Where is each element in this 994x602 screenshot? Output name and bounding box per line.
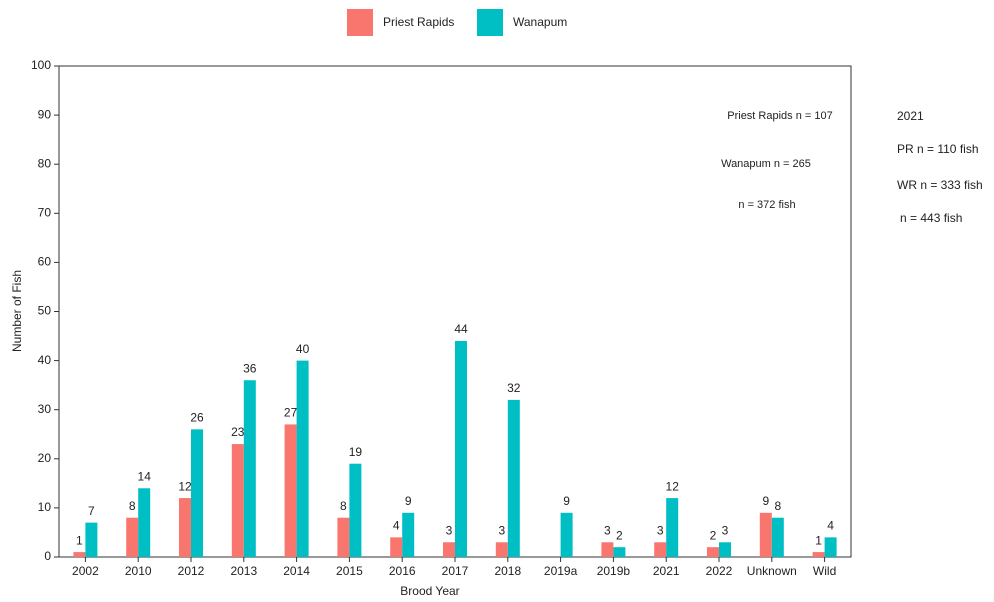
data-label: 3	[446, 523, 453, 537]
y-tick-label: 80	[38, 156, 52, 170]
data-label: 3	[657, 523, 664, 537]
data-label: 3	[604, 523, 611, 537]
data-label: 27	[284, 406, 298, 420]
data-label: 7	[88, 504, 95, 518]
y-tick-label: 50	[38, 304, 52, 318]
bar	[771, 517, 784, 557]
bar	[601, 542, 614, 557]
annotation: 2021	[897, 109, 924, 123]
bar	[719, 542, 731, 557]
data-label: 8	[340, 499, 347, 513]
bar	[243, 380, 256, 557]
bar	[85, 522, 98, 557]
x-tick-label: Unknown	[747, 564, 797, 578]
bar	[666, 498, 679, 557]
x-tick-label: 2015	[336, 564, 363, 578]
data-label: 14	[138, 469, 152, 483]
data-label: 44	[454, 322, 468, 336]
x-tick-label: Wild	[813, 564, 836, 578]
legend-swatch	[477, 9, 503, 36]
data-label: 8	[129, 499, 136, 513]
annotation: WR n = 333 fish	[897, 178, 983, 192]
bar	[495, 542, 508, 557]
annotation: n = 443 fish	[900, 211, 962, 225]
x-axis-label: Brood Year	[400, 584, 459, 598]
data-label: 3	[498, 523, 505, 537]
bar	[138, 488, 151, 557]
data-label: 4	[393, 519, 400, 533]
legend-label: Wanapum	[513, 15, 567, 29]
y-tick-label: 70	[38, 205, 52, 219]
y-tick-label: 60	[38, 255, 52, 269]
bar	[284, 424, 297, 557]
y-tick-label: 0	[44, 549, 51, 563]
x-tick-label: 2014	[283, 564, 310, 578]
bar	[812, 552, 825, 557]
data-label: 36	[243, 361, 257, 375]
annotation: n = 372 fish	[738, 199, 795, 211]
data-label: 4	[827, 519, 834, 533]
bar	[191, 429, 203, 557]
x-tick-label: 2021	[653, 564, 680, 578]
bar	[654, 542, 667, 557]
bar	[231, 444, 244, 557]
bar	[73, 552, 86, 557]
x-tick-label: 2012	[178, 564, 205, 578]
data-label: 9	[405, 494, 412, 508]
x-tick-label: 2022	[706, 564, 733, 578]
bar	[337, 517, 350, 557]
y-tick-label: 100	[31, 58, 51, 72]
y-tick-label: 40	[38, 353, 52, 367]
y-axis-label: Number of Fish	[10, 270, 24, 352]
bar	[507, 399, 520, 557]
bar	[390, 537, 403, 557]
data-label: 9	[762, 494, 769, 508]
data-label: 19	[349, 445, 363, 459]
bar	[296, 360, 309, 557]
legend-swatch	[347, 9, 373, 36]
data-label: 1	[76, 533, 83, 547]
bar	[349, 463, 362, 557]
annotation: PR n = 110 fish	[897, 142, 979, 156]
data-label: 12	[666, 479, 680, 493]
y-tick-label: 10	[38, 500, 52, 514]
bar	[402, 512, 415, 557]
data-label: 3	[722, 523, 729, 537]
bar	[613, 547, 626, 557]
x-tick-label: 2018	[494, 564, 521, 578]
y-tick-label: 90	[38, 107, 52, 121]
data-label: 12	[178, 479, 192, 493]
bar	[707, 547, 719, 557]
data-label: 9	[563, 494, 570, 508]
x-tick-label: 2016	[389, 564, 416, 578]
bar	[455, 340, 467, 557]
bar	[824, 537, 837, 557]
annotation: Wanapum n = 265	[721, 158, 811, 170]
bar	[560, 512, 573, 557]
x-tick-label: 2010	[125, 564, 152, 578]
bar	[443, 542, 455, 557]
x-tick-label: 2019b	[597, 564, 631, 578]
x-tick-label: 2013	[230, 564, 257, 578]
x-tick-label: 2017	[442, 564, 469, 578]
annotation: Priest Rapids n = 107	[727, 110, 832, 122]
data-label: 26	[190, 411, 204, 425]
bar	[759, 512, 772, 557]
data-label: 1	[815, 533, 822, 547]
x-tick-label: 2019a	[544, 564, 578, 578]
data-label: 32	[507, 381, 521, 395]
data-label: 40	[296, 342, 310, 356]
data-label: 2	[616, 528, 623, 542]
y-tick-label: 20	[38, 451, 52, 465]
y-tick-label: 30	[38, 402, 52, 416]
bar	[126, 517, 139, 557]
legend-label: Priest Rapids	[383, 15, 454, 29]
bar	[179, 498, 191, 557]
x-tick-label: 2002	[72, 564, 99, 578]
data-label: 2	[710, 528, 717, 542]
data-label: 8	[774, 499, 781, 513]
data-label: 23	[231, 425, 245, 439]
